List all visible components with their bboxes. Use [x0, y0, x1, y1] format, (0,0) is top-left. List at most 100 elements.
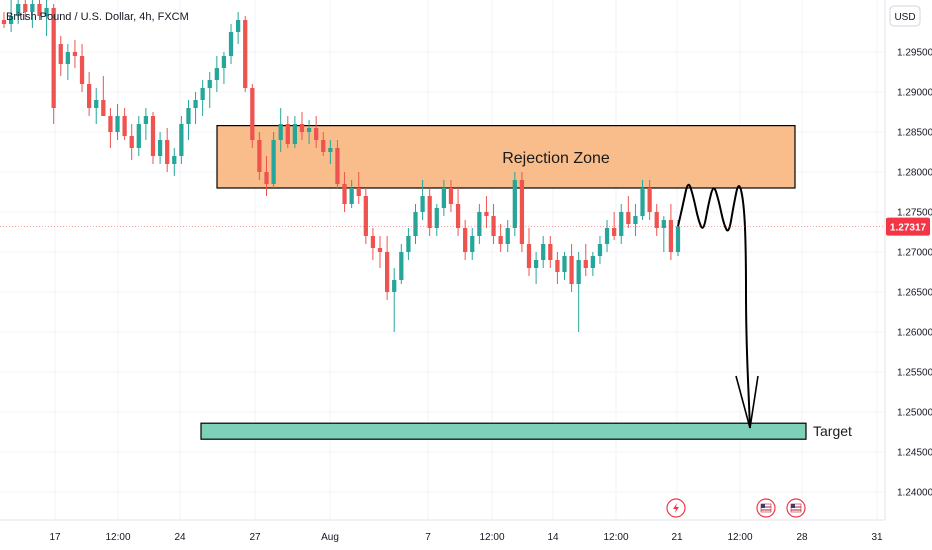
- candle-body: [569, 256, 574, 284]
- currency-label: USD: [894, 12, 915, 23]
- rejection-zone: [216, 124, 796, 189]
- candle-body: [143, 116, 149, 124]
- candle-body: [250, 88, 255, 140]
- candle-body: [37, 4, 42, 16]
- candle-body: [356, 188, 361, 196]
- candle-body: [626, 212, 631, 224]
- candle-body: [129, 136, 134, 148]
- candle-body: [661, 220, 666, 228]
- candle-body: [406, 236, 411, 252]
- x-tick-label: 28: [796, 532, 808, 543]
- y-tick-label: 1.28500: [897, 128, 932, 139]
- candle-body: [541, 244, 546, 260]
- candle-body: [257, 140, 262, 172]
- candle-body: [576, 260, 581, 284]
- candle-body: [505, 228, 510, 244]
- candle-body: [463, 228, 468, 252]
- projection-path: [677, 183, 751, 429]
- candle-body: [441, 188, 447, 208]
- candle-body: [470, 236, 475, 252]
- lightning-icon[interactable]: [666, 498, 686, 518]
- candle-body: [306, 128, 312, 132]
- candle-body: [612, 228, 617, 236]
- x-tick-label: 17: [49, 532, 61, 543]
- candle-body: [30, 4, 35, 12]
- candle-body: [597, 244, 603, 256]
- candle-body: [87, 84, 92, 108]
- candle-body: [72, 52, 78, 56]
- candle-body: [654, 212, 659, 228]
- candle-body: [193, 100, 198, 108]
- y-tick-label: 1.29000: [897, 88, 932, 99]
- candle-body: [455, 204, 461, 228]
- currency-box[interactable]: [889, 5, 921, 27]
- candle-body: [221, 56, 227, 68]
- candle-body: [647, 188, 652, 212]
- candle-body: [633, 216, 638, 224]
- candle-body: [427, 196, 432, 228]
- x-tick-label: 12:00: [479, 532, 504, 543]
- candle-body: [278, 124, 283, 140]
- y-tick-label: 1.27000: [897, 248, 932, 259]
- candle-body: [640, 188, 645, 216]
- candle-body: [235, 20, 241, 32]
- candle-body: [349, 188, 354, 204]
- candle-body: [413, 212, 418, 236]
- candle-body: [604, 228, 610, 244]
- target-zone: [200, 422, 807, 440]
- candle-body: [200, 88, 205, 100]
- candle-body: [150, 116, 156, 156]
- candle-body: [79, 56, 85, 84]
- y-tick-label: 1.25500: [897, 368, 932, 379]
- flag-canton: [791, 504, 795, 508]
- candle-body: [526, 244, 532, 268]
- y-tick-label: 1.29500: [897, 48, 932, 59]
- candle-body: [1, 20, 7, 24]
- candle-body: [590, 256, 595, 268]
- candle-body: [214, 68, 219, 80]
- candle-body: [101, 100, 106, 116]
- x-tick-label: 7: [425, 532, 431, 543]
- candle-body: [619, 212, 624, 236]
- candle-body: [228, 32, 234, 56]
- x-tick-label: 21: [671, 532, 683, 543]
- y-tick-label: 1.24500: [897, 448, 932, 459]
- candle-body: [384, 252, 390, 292]
- candle-body: [498, 236, 503, 244]
- candle-body: [668, 220, 674, 252]
- candle-body: [207, 80, 212, 88]
- candle-body: [342, 184, 347, 204]
- candle-body: [8, 16, 14, 24]
- lightning-glyph: [673, 503, 679, 513]
- candle-body: [23, 4, 28, 12]
- candle-body: [477, 212, 482, 236]
- candle-body: [363, 196, 368, 236]
- candle-body: [533, 260, 539, 268]
- candle-body: [420, 196, 425, 212]
- candle-body: [172, 156, 177, 164]
- candle-body: [555, 260, 560, 272]
- candle-body: [448, 188, 454, 204]
- symbol-title: British Pound / U.S. Dollar, 4h, FXCM: [6, 11, 189, 23]
- candle-body: [392, 280, 397, 292]
- candle-body: [562, 256, 567, 272]
- x-tick-label: 31: [871, 532, 883, 543]
- candle-body: [377, 248, 383, 252]
- candle-body: [115, 116, 120, 132]
- candle-body: [271, 140, 276, 184]
- candle-body: [94, 100, 99, 108]
- candle-body: [136, 124, 141, 148]
- x-tick-label: 12:00: [727, 532, 752, 543]
- candle-body: [484, 212, 489, 216]
- us-flag-icon[interactable]: [756, 498, 776, 518]
- candle-body: [264, 172, 269, 184]
- candle-body: [548, 244, 553, 260]
- x-tick-label: 24: [174, 532, 186, 543]
- x-tick-label: 12:00: [603, 532, 628, 543]
- candle-body: [675, 226, 681, 252]
- us-flag-icon[interactable]: [786, 498, 806, 518]
- candle-body: [328, 148, 333, 152]
- candle-body: [519, 180, 525, 244]
